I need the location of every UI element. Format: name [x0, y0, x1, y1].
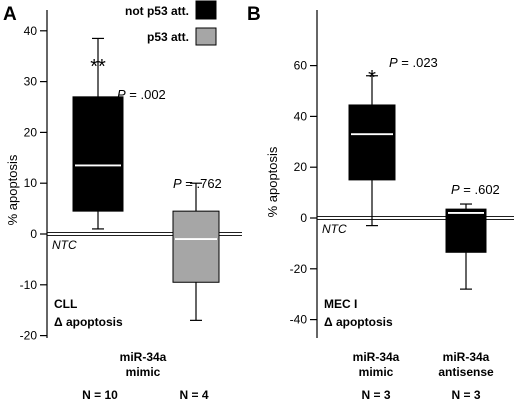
y-tick-label: 20 [294, 160, 308, 174]
box-iqr [348, 104, 396, 181]
panel-a-letter: A [3, 4, 17, 25]
box-iqr [172, 210, 220, 283]
panel-b-category-1-line-2: mimic [359, 365, 394, 379]
box-plot: P = .602 [445, 182, 500, 290]
legend-swatch-not-p53 [195, 0, 217, 20]
legend-label-p53: p53 att. [147, 30, 189, 44]
y-tick-label: 40 [24, 24, 38, 38]
panel-a-n-label-2: N = 4 [179, 388, 208, 402]
box-plot: P = .762 [172, 176, 222, 321]
panel-b-letter: B [247, 4, 261, 25]
panel-a-annotation-line-1: CLL [54, 297, 77, 311]
y-tick-label: -10 [20, 278, 38, 292]
panel-a-annotation-line-2: Δ apoptosis [54, 315, 123, 329]
panel-a: A % apoptosis -20 -10 0 10 20 30 40 NTC P = .0… [3, 4, 242, 402]
y-tick-label: 30 [24, 75, 38, 89]
panel-b-ntc-label: NTC [322, 222, 347, 236]
y-tick-label: 10 [24, 176, 38, 190]
panel-b-y-axis-label: % apoptosis [265, 146, 280, 217]
panel-a-y-axis-label: % apoptosis [5, 154, 20, 225]
panel-b-category-2-line-2: antisense [438, 365, 494, 379]
legend: not p53 att. p53 att. [125, 0, 217, 46]
panel-a-category-label-line-1: miR-34a [120, 350, 167, 364]
panel-a-n-label-1: N = 10 [82, 388, 118, 402]
panel-b-n-label-2: N = 3 [451, 388, 480, 402]
significance-marker: ** [90, 56, 106, 78]
panel-a-y-ticks: -20 -10 0 10 20 30 40 [20, 24, 47, 343]
box-plot: P = .023 * [348, 55, 438, 227]
box-iqr [72, 96, 124, 212]
p-value-label: P = .002 [117, 87, 166, 102]
y-tick-label: -20 [290, 262, 308, 276]
box-plot: P = .002 ** [72, 37, 166, 230]
panel-b: B % apoptosis -40 -20 0 20 40 60 NTC P = .023… [247, 4, 514, 402]
y-tick-label: 60 [294, 59, 308, 73]
p-value-label: P = .762 [173, 176, 222, 191]
y-tick-label: 40 [294, 109, 308, 123]
panel-b-category-1-line-1: miR-34a [353, 350, 400, 364]
y-tick-label: -20 [20, 329, 38, 343]
y-tick-label: -40 [290, 313, 308, 327]
panel-a-ntc-label: NTC [52, 238, 77, 252]
panel-b-n-label-1: N = 3 [361, 388, 390, 402]
box-iqr [445, 208, 487, 253]
y-tick-label: 0 [30, 227, 37, 241]
significance-marker: * [368, 67, 376, 89]
panel-b-annotation-line-2: Δ apoptosis [324, 315, 393, 329]
panel-a-boxes: P = .002 ** P = .762 [72, 37, 222, 321]
y-tick-label: 0 [300, 211, 307, 225]
panel-b-annotation-line-1: MEC I [324, 297, 357, 311]
p-value-label: P = .023 [389, 55, 438, 70]
panel-b-boxes: P = .023 * P = .602 [348, 55, 500, 290]
y-tick-label: 20 [24, 125, 38, 139]
panel-b-y-ticks: -40 -20 0 20 40 60 [290, 59, 317, 327]
panel-b-category-2-line-1: miR-34a [443, 350, 490, 364]
p-value-label: P = .602 [451, 182, 500, 197]
legend-swatch-p53 [195, 27, 217, 46]
panel-a-category-label-line-2: mimic [126, 365, 161, 379]
legend-label-not-p53: not p53 att. [125, 4, 189, 18]
